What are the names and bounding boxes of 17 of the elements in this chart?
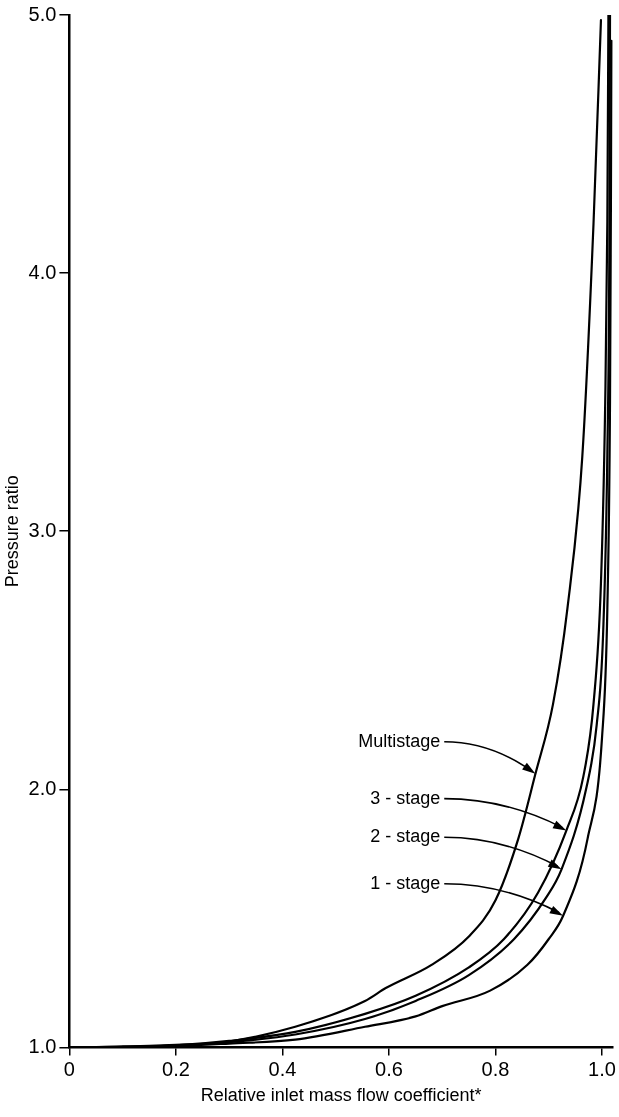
annotation: 2 - stage	[370, 826, 441, 847]
x-tick-label: 0	[63, 1057, 75, 1080]
x-axis-title: Relative inlet mass flow coefficient*	[200, 1085, 482, 1106]
annotation: 1 - stage	[370, 872, 441, 893]
y-tick-label: 3.0	[28, 518, 57, 541]
x-tick-label: 0.8	[481, 1057, 510, 1080]
x-tick-label: 0.6	[375, 1057, 403, 1080]
y-tick-label: 5.0	[28, 2, 57, 25]
x-tick-label: 0.4	[268, 1057, 297, 1080]
annotation: 3 - stage	[370, 787, 441, 808]
y-tick-label: 4.0	[28, 260, 57, 283]
y-axis-title: Pressure ratio	[1, 475, 22, 588]
y-tick-label: 2.0	[28, 776, 57, 799]
x-tick-label: 0.2	[162, 1057, 190, 1080]
x-tick-label: 1.0	[588, 1057, 616, 1080]
y-tick-label: 1.0	[28, 1034, 57, 1057]
annotation: Multistage	[358, 730, 441, 751]
